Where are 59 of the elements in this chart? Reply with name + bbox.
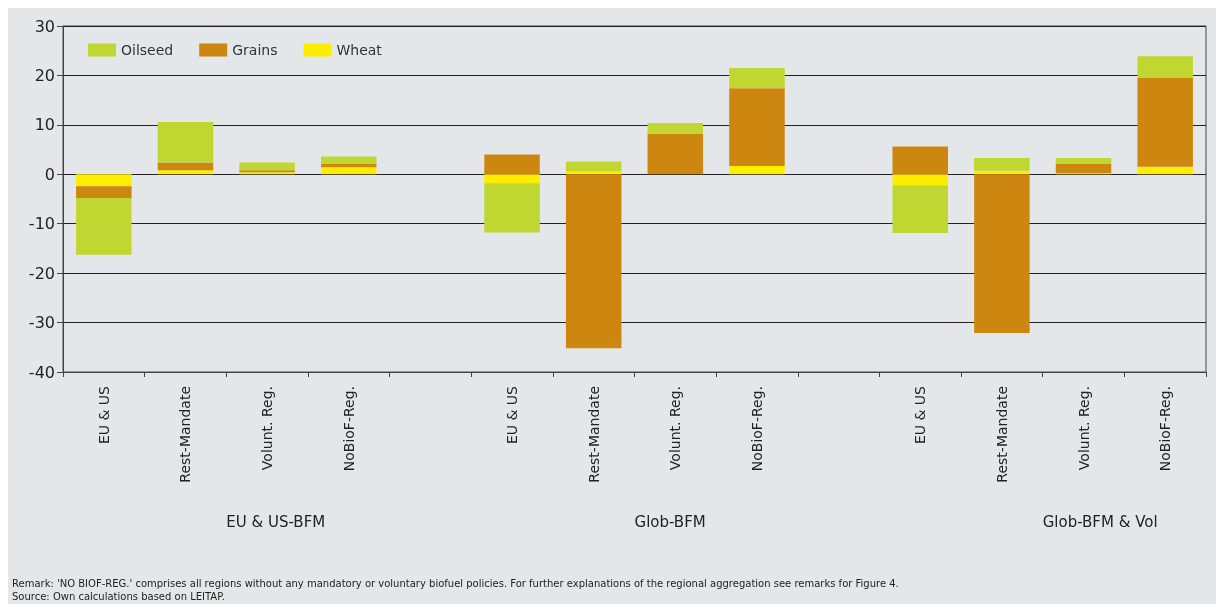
x-tick-label: Volunt. Reg. xyxy=(1075,386,1092,471)
legend-label: Grains xyxy=(232,42,278,58)
bar xyxy=(1055,157,1112,164)
text: Glob-BFM & Vol xyxy=(1042,512,1158,531)
y-tick-label: -10 xyxy=(28,214,55,234)
text: EU & US-BFM xyxy=(226,512,326,531)
y-tick-label: 30 xyxy=(34,16,55,36)
y-tick-label: 10 xyxy=(34,115,55,135)
x-tick-label: Rest-Mandate xyxy=(993,386,1010,483)
bar xyxy=(1137,77,1193,167)
x-tick-label: EU & US xyxy=(504,385,521,445)
bar xyxy=(974,174,1030,333)
x-tick-label: EU & US xyxy=(912,385,929,445)
legend-label: Wheat xyxy=(336,42,383,58)
x-tick-label: Rest-Mandate xyxy=(177,386,194,483)
bar xyxy=(76,186,132,199)
y-tick-label: -30 xyxy=(28,313,55,333)
bar xyxy=(76,174,132,187)
text: Remark: 'NO BIOF-REG.' comprises all regions without any mandatory or voluntary biofuel policies. For further explanations of the regional aggregation see remarks for Figure 4. xyxy=(12,577,899,589)
x-tick-label: Volunt. Reg. xyxy=(259,386,276,471)
y-tick-label: 0 xyxy=(44,164,55,184)
text: Glob-BFM xyxy=(634,512,706,531)
bar xyxy=(484,183,540,233)
x-tick-label: EU & US xyxy=(95,385,112,445)
bar xyxy=(157,170,214,175)
legend-label: Oilseed xyxy=(121,42,174,58)
bar xyxy=(76,198,132,255)
bar xyxy=(320,163,377,168)
bar xyxy=(320,156,377,164)
bar xyxy=(892,174,949,186)
bar xyxy=(892,185,949,234)
bar xyxy=(892,146,949,175)
bar xyxy=(647,122,704,134)
x-tick-label: Rest-Mandate xyxy=(585,386,602,483)
x-tick-label: NoBioF-Reg. xyxy=(340,386,357,472)
bar xyxy=(1137,166,1193,175)
bar xyxy=(239,162,295,171)
bar xyxy=(729,165,785,175)
bar xyxy=(729,68,785,89)
y-tick-label: 20 xyxy=(34,65,55,85)
bar xyxy=(320,167,377,175)
bar xyxy=(565,174,622,349)
y-tick-label: -40 xyxy=(28,362,55,382)
bar xyxy=(729,88,785,166)
bar xyxy=(484,154,540,175)
bar xyxy=(157,121,214,163)
x-tick-label: NoBioF-Reg. xyxy=(748,386,765,472)
bar xyxy=(1137,56,1193,78)
bar xyxy=(974,157,1030,171)
x-tick-label: NoBioF-Reg. xyxy=(1157,386,1174,472)
source-note: Source: Own calculations based on LEITAP. xyxy=(12,590,225,602)
bar xyxy=(1055,163,1112,174)
x-tick-label: Volunt. Reg. xyxy=(667,386,684,471)
bar xyxy=(484,174,540,184)
y-tick-label: -20 xyxy=(28,263,55,283)
bar xyxy=(647,133,704,175)
bar xyxy=(565,171,622,175)
bar xyxy=(565,161,622,172)
bar xyxy=(157,162,214,171)
